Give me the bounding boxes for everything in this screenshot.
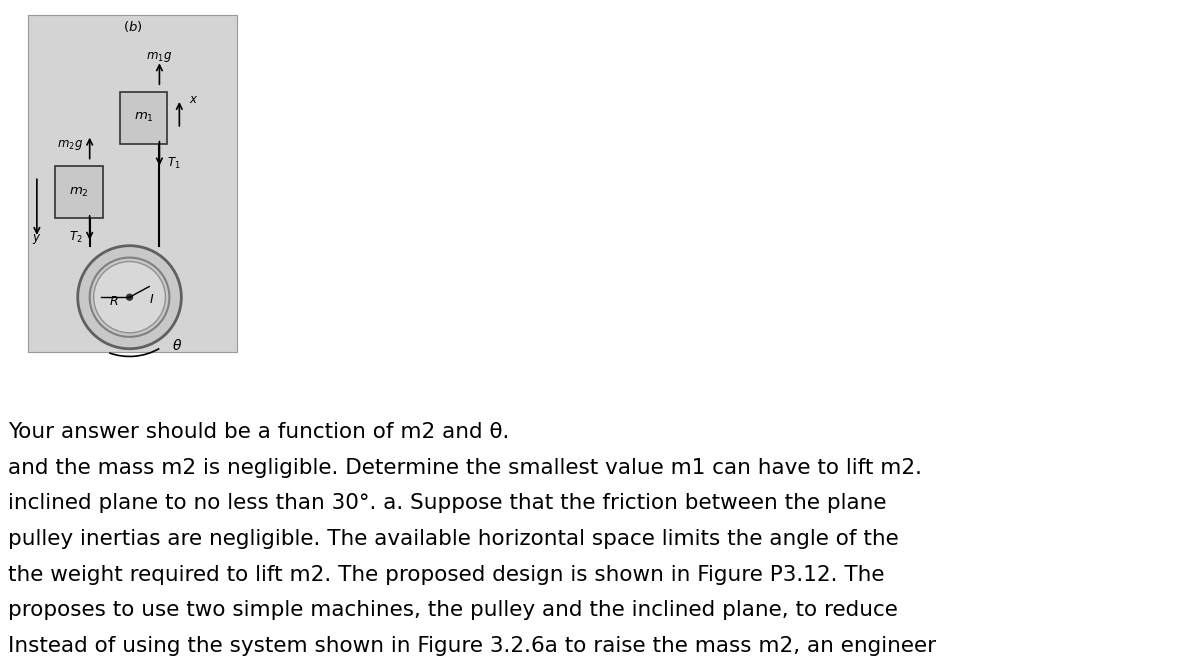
Circle shape <box>90 257 169 337</box>
Text: $\theta$: $\theta$ <box>172 338 182 353</box>
Text: inclined plane to no less than 30°. a. Suppose that the friction between the pla: inclined plane to no less than 30°. a. S… <box>8 494 887 513</box>
Text: $m_2g$: $m_2g$ <box>56 138 83 152</box>
Bar <box>120 92 167 144</box>
Text: $T_2$: $T_2$ <box>68 230 83 246</box>
Text: $R$: $R$ <box>109 294 118 308</box>
Text: $T_1$: $T_1$ <box>167 156 180 171</box>
Text: $m_1$: $m_1$ <box>133 112 154 125</box>
Circle shape <box>78 246 181 348</box>
Text: $y$: $y$ <box>32 232 42 246</box>
Text: pulley inertias are negligible. The available horizontal space limits the angle : pulley inertias are negligible. The avai… <box>8 529 899 549</box>
Circle shape <box>94 261 166 333</box>
Circle shape <box>126 294 132 300</box>
Text: $m_2$: $m_2$ <box>68 185 89 199</box>
Text: $I$: $I$ <box>149 292 155 306</box>
Text: and the mass m2 is negligible. Determine the smallest value m1 can have to lift : and the mass m2 is negligible. Determine… <box>8 457 922 478</box>
Text: the weight required to lift m2. The proposed design is shown in Figure P3.12. Th: the weight required to lift m2. The prop… <box>8 565 884 585</box>
Ellipse shape <box>94 282 150 327</box>
Text: $(b)$: $(b)$ <box>122 19 143 34</box>
Bar <box>55 166 103 218</box>
Text: $x$: $x$ <box>190 92 199 106</box>
Bar <box>28 15 238 352</box>
Text: Instead of using the system shown in Figure 3.2.6a to raise the mass m2, an engi: Instead of using the system shown in Fig… <box>8 636 936 656</box>
Text: $m_1g$: $m_1g$ <box>146 50 173 65</box>
Text: proposes to use two simple machines, the pulley and the inclined plane, to reduc: proposes to use two simple machines, the… <box>8 601 898 620</box>
Text: Your answer should be a function of m2 and θ.: Your answer should be a function of m2 a… <box>8 422 509 442</box>
